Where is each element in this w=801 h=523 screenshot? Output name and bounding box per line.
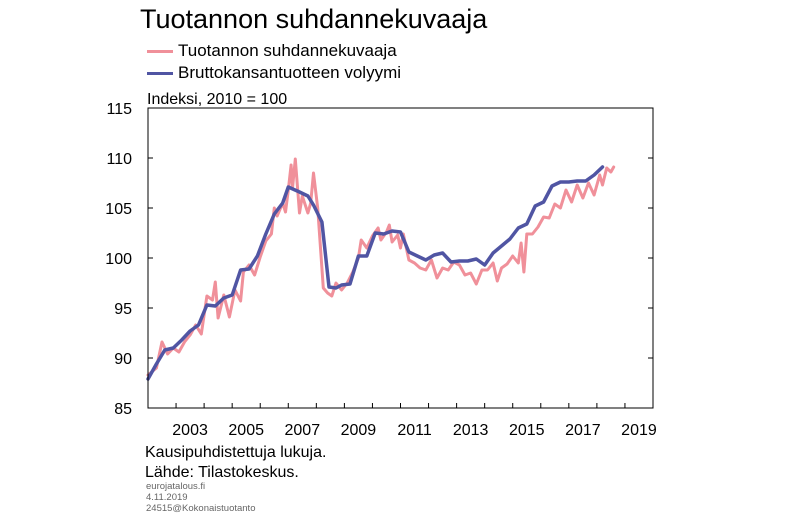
chart-title: Tuotannon suhdannekuvaaja (140, 4, 488, 34)
credits: eurojatalous.fi 4.11.2019 24515@Kokonais… (146, 481, 255, 514)
y-tick-label: 115 (106, 101, 132, 118)
x-tick-label: 2003 (172, 422, 208, 439)
x-tick-label: 2005 (228, 422, 264, 439)
source-note: Lähde: Tilastokeskus. (145, 464, 299, 481)
credit-site: eurojatalous.fi (146, 481, 206, 492)
footer-note: Kausipuhdistettuja lukuja. (145, 444, 327, 461)
legend-item: Tuotannon suhdannekuvaaja (147, 40, 401, 62)
x-tick-label: 2011 (397, 422, 432, 439)
credit-date: 4.11.2019 (146, 492, 188, 503)
legend-swatch-production (147, 49, 173, 53)
series-line-production (146, 157, 616, 377)
legend-swatch-gdp (147, 71, 173, 75)
y-tick-label: 100 (105, 251, 132, 268)
series-layer (146, 157, 616, 381)
plot-frame (147, 107, 654, 409)
y-tick-label: 105 (105, 201, 132, 218)
y-tick-label: 110 (106, 151, 132, 168)
y-axis: 85 90 95 100 105 110 115 (105, 101, 653, 418)
x-axis: 2003 2005 2007 2009 2011 2013 2015 2017 2019 (147, 403, 657, 439)
footer-notes: Kausipuhdistettuja lukuja. Lähde: Tilast… (145, 443, 326, 483)
credit-id: 24515@Kokonaistuotanto (146, 503, 256, 514)
y-tick-label: 90 (114, 351, 132, 368)
legend: Tuotannon suhdannekuvaaja Bruttokansantu… (147, 40, 401, 84)
x-tick-label: 2015 (509, 422, 545, 439)
series-line-gdp (146, 165, 605, 381)
x-tick-label: 2019 (621, 422, 657, 439)
x-tick-label: 2017 (565, 422, 601, 439)
x-tick-label: 2013 (453, 422, 489, 439)
y-tick-label: 95 (114, 301, 132, 318)
legend-item: Bruttokansantuotteen volyymi (147, 62, 401, 84)
x-tick-label: 2007 (285, 422, 321, 439)
unit-label: Indeksi, 2010 = 100 (147, 91, 287, 108)
legend-label: Tuotannon suhdannekuvaaja (178, 41, 397, 60)
y-tick-label: 85 (114, 401, 132, 418)
x-tick-label: 2009 (341, 422, 377, 439)
legend-label: Bruttokansantuotteen volyymi (178, 63, 402, 82)
